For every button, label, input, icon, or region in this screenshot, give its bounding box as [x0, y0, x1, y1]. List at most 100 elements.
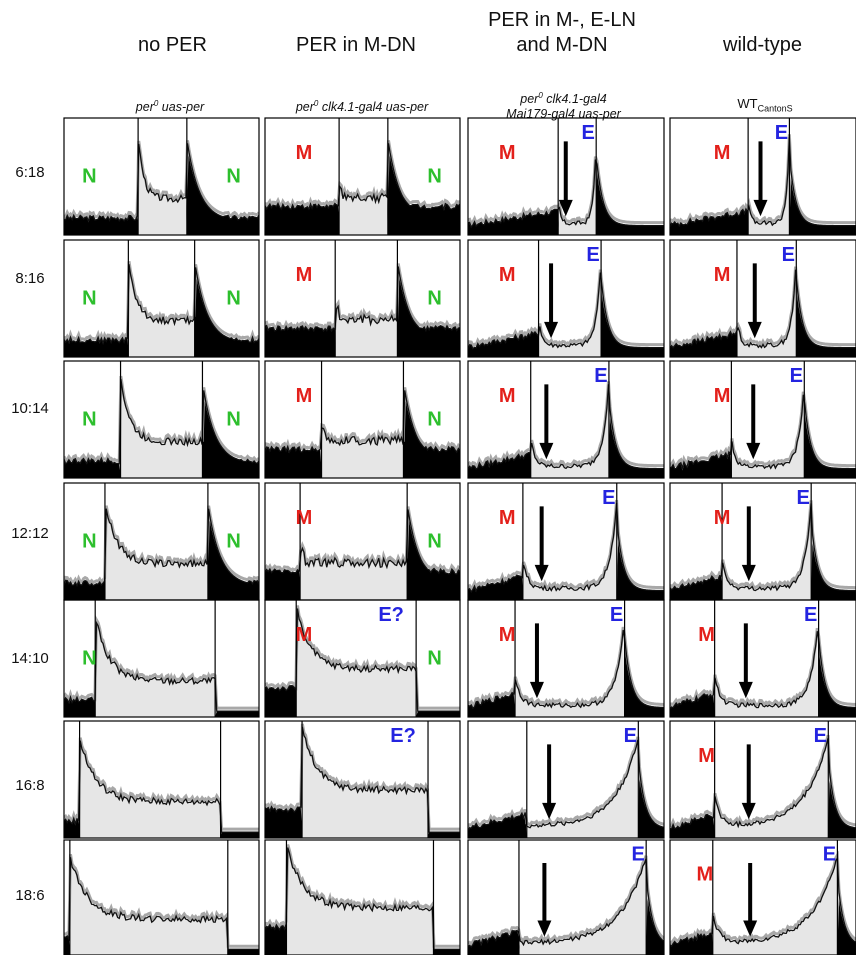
peak-label-n: N [427, 165, 441, 187]
mean-trace [265, 266, 460, 333]
genotype-sup: 0 [538, 91, 543, 100]
column-title-wild-type: wild-type [723, 34, 802, 56]
dark-phase-activity [64, 390, 259, 478]
mean-trace [468, 739, 664, 831]
sem-band [670, 500, 856, 591]
midday-arrow-head [741, 564, 756, 582]
dark-phase-activity [64, 697, 259, 717]
dark-phase-activity [670, 170, 856, 235]
panel-frame [669, 239, 856, 358]
dark-phase-activity [64, 508, 259, 600]
peak-label-n: N [427, 408, 441, 430]
light-phase-activity [120, 379, 203, 478]
peak-label-eq: E? [378, 604, 404, 626]
light-phase-activity [736, 269, 797, 357]
peak-label-n: N [226, 165, 240, 187]
row-label-18-6: 18:6 [15, 887, 45, 904]
row-label-12-12: 12:12 [11, 525, 49, 542]
midday-arrow-head [747, 321, 762, 339]
mean-trace [265, 143, 460, 212]
light-phase-activity [526, 739, 639, 838]
sem-band [265, 387, 460, 453]
light-phase-activity [518, 858, 647, 955]
peak-label-m: M [296, 624, 313, 646]
light-phase-activity [95, 622, 216, 717]
peak-label-n: N [427, 647, 441, 669]
peak-label-eq: E? [390, 725, 416, 747]
mean-trace [265, 509, 460, 575]
mean-trace [64, 378, 259, 465]
light-phase-activity [302, 726, 429, 838]
mean-trace [670, 394, 856, 471]
panel-r2-c2: ME [467, 360, 665, 479]
genotype-line1: per0 clk4.1-gal4 [466, 88, 661, 107]
light-phase-activity [538, 272, 602, 357]
panel-r1-c3: ME [669, 239, 856, 358]
panel-frame [669, 839, 856, 955]
light-phase-activity [128, 264, 195, 357]
dark-phase-activity [670, 285, 856, 357]
peak-label-m: M [714, 385, 731, 407]
mean-trace [670, 503, 856, 592]
panel-r3-c3: ME [669, 482, 856, 601]
light-phase-activity [300, 548, 408, 600]
column-title-line1: PER in M-, E-LN [488, 9, 636, 31]
panel-frame [264, 360, 461, 479]
panel-r0-c2: ME [467, 117, 665, 236]
mean-trace [265, 847, 460, 950]
peak-label-m: M [296, 142, 313, 164]
panel-r5-c3: ME [669, 720, 856, 839]
mean-trace [468, 503, 664, 594]
peak-label-m: M [714, 507, 731, 529]
genotype-rest: uas-per [158, 100, 205, 115]
sem-band [468, 855, 664, 947]
sem-band [64, 614, 259, 710]
panel-frame [63, 239, 260, 358]
column-title-no-per: no PER [138, 34, 207, 56]
panel-frame [264, 239, 461, 358]
dark-phase-activity [670, 534, 856, 600]
genotype-subscript: CantonS [757, 103, 793, 114]
panel-frame [63, 117, 260, 236]
dark-phase-activity [265, 806, 460, 838]
row-label-6-18: 6:18 [15, 164, 45, 181]
mean-trace [64, 508, 259, 588]
mean-trace [265, 390, 460, 454]
peak-label-n: N [226, 287, 240, 309]
panel-r6-c0 [63, 839, 260, 955]
dark-phase-activity [265, 509, 460, 600]
panel-frame [264, 117, 461, 236]
midday-arrow-head [753, 199, 768, 217]
mean-trace [468, 159, 664, 229]
genotype-text: per [520, 92, 539, 107]
dark-phase-activity [468, 770, 664, 838]
peak-label-e: E [804, 604, 817, 626]
dark-phase-activity [265, 266, 460, 357]
sem-band [468, 156, 664, 228]
panel-frame [467, 720, 665, 839]
row-label-16-8: 16:8 [15, 777, 45, 794]
panel-r6-c1 [264, 839, 461, 955]
dark-phase-activity [468, 410, 664, 478]
sem-band [468, 626, 664, 708]
sem-band [265, 506, 460, 574]
sem-band [64, 854, 259, 948]
panel-frame [63, 720, 260, 839]
peak-label-n: N [82, 287, 96, 309]
mean-trace [64, 740, 259, 833]
midday-arrow-head [539, 442, 554, 460]
light-phase-activity [515, 630, 625, 717]
peak-label-m: M [296, 385, 313, 407]
dark-phase-activity [468, 285, 664, 357]
peak-label-n: N [226, 530, 240, 552]
genotype-rest: clk4.1-gal4 uas-per [318, 100, 429, 115]
panel-frame [63, 839, 260, 955]
peak-label-m: M [698, 624, 715, 646]
column-title-per-in-m-e-ln: PER in M-, E-LN and M-DN [462, 8, 662, 58]
light-phase-activity [722, 503, 812, 600]
peak-label-e: E [586, 244, 599, 266]
mean-trace [468, 858, 664, 949]
sem-band [468, 269, 664, 349]
